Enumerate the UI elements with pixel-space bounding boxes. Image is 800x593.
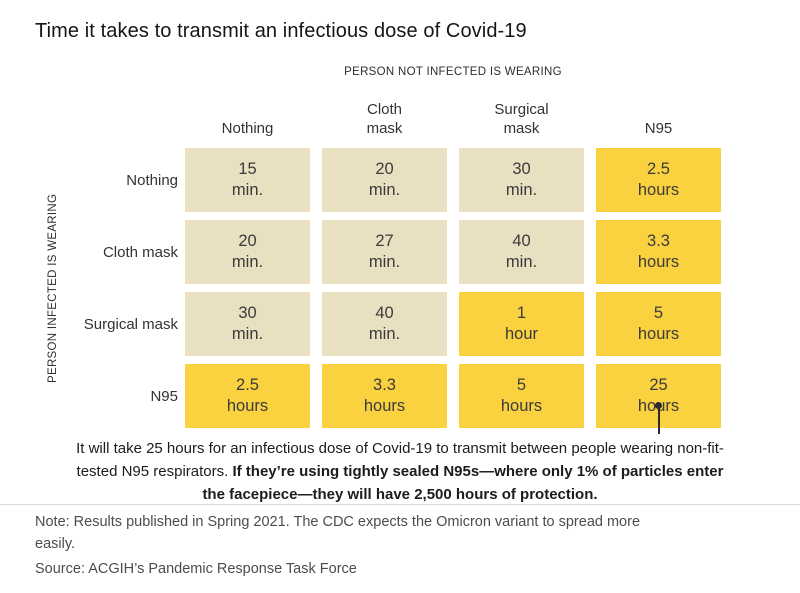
cell-value: 5 xyxy=(653,304,664,322)
column-headers: Nothing Cloth mask Surgical mask N95 xyxy=(185,92,721,138)
cell-value: 30 xyxy=(512,160,531,178)
cell-value: 2.5 xyxy=(647,160,670,178)
column-header-surgical-mask: Surgical mask xyxy=(494,101,549,137)
cell-unit: min. xyxy=(368,325,401,343)
cell-value: 15 xyxy=(238,160,257,178)
cell-value: 2.5 xyxy=(236,376,259,394)
cell-cloth-n95: 3.3 hours xyxy=(596,220,721,284)
cell-unit: hours xyxy=(637,325,680,343)
footer-divider xyxy=(0,504,800,505)
cell-unit: min. xyxy=(368,181,401,199)
cell-nothing-n95: 2.5 hours xyxy=(596,148,721,212)
cell-nothing-surgical: 30 min. xyxy=(459,148,584,212)
cell-unit: min. xyxy=(231,325,264,343)
cell-unit: min. xyxy=(368,253,401,271)
cell-unit: hours xyxy=(226,397,269,415)
cell-cloth-surgical: 40 min. xyxy=(459,220,584,284)
column-header-cloth-mask: Cloth mask xyxy=(366,101,403,137)
cell-unit: min. xyxy=(231,253,264,271)
cell-unit: min. xyxy=(505,253,538,271)
cell-surgical-cloth: 40 min. xyxy=(322,292,447,356)
cell-value: 25 xyxy=(649,376,668,394)
cell-unit: min. xyxy=(505,181,538,199)
annotation-pointer-line xyxy=(658,406,660,434)
annotation-bold-text: If they’re using tightly sealed N95s—whe… xyxy=(202,463,724,503)
annotation-normal-text: It will take 25 hours for an infectious … xyxy=(76,440,724,480)
row-header-cloth-mask: Cloth mask xyxy=(102,243,178,261)
cell-value: 20 xyxy=(238,232,257,250)
cell-unit: hours xyxy=(637,253,680,271)
cell-surgical-n95: 5 hours xyxy=(596,292,721,356)
cell-cloth-nothing: 20 min. xyxy=(185,220,310,284)
cell-value: 5 xyxy=(516,376,527,394)
row-header-nothing: Nothing xyxy=(126,171,178,189)
cell-cloth-cloth: 27 min. xyxy=(322,220,447,284)
cell-unit: min. xyxy=(231,181,264,199)
x-axis-title: PERSON NOT INFECTED IS WEARING xyxy=(344,66,562,78)
cell-value: 3.3 xyxy=(647,232,670,250)
cell-value: 40 xyxy=(512,232,531,250)
cell-value: 30 xyxy=(238,304,257,322)
cell-surgical-nothing: 30 min. xyxy=(185,292,310,356)
cell-unit: hours xyxy=(637,181,680,199)
note-text: Note: Results published in Spring 2021. … xyxy=(35,514,641,552)
column-header-n95: N95 xyxy=(644,120,673,137)
column-header-nothing: Nothing xyxy=(221,120,274,137)
cell-value: 40 xyxy=(375,304,394,322)
cell-unit: hours xyxy=(500,397,543,415)
cell-surgical-surgical: 1 hour xyxy=(459,292,584,356)
cell-n95-nothing: 2.5 hours xyxy=(185,364,310,428)
cell-value: 3.3 xyxy=(373,376,396,394)
heatmap-grid: 15 min. 20 min. 30 min. 2.5 hours 20 min. 27 m… xyxy=(185,148,721,428)
cell-value: 20 xyxy=(375,160,394,178)
row-header-surgical-mask: Surgical mask xyxy=(83,315,178,333)
cell-unit: hours xyxy=(363,397,406,415)
cell-value: 1 xyxy=(516,304,527,322)
row-header-n95: N95 xyxy=(150,387,178,405)
annotation-text: It will take 25 hours for an infectious … xyxy=(75,437,725,503)
cell-nothing-cloth: 20 min. xyxy=(322,148,447,212)
cell-nothing-nothing: 15 min. xyxy=(185,148,310,212)
row-headers: Nothing Cloth mask Surgical mask N95 xyxy=(0,148,178,436)
annotation-pointer-dot xyxy=(655,402,662,409)
cell-unit: hour xyxy=(504,325,539,343)
cell-n95-surgical: 5 hours xyxy=(459,364,584,428)
source-text: Source: ACGIH’s Pandemic Response Task F… xyxy=(35,561,357,577)
cell-value: 27 xyxy=(375,232,394,250)
cell-n95-cloth: 3.3 hours xyxy=(322,364,447,428)
chart-title: Time it takes to transmit an infectious … xyxy=(35,20,527,42)
